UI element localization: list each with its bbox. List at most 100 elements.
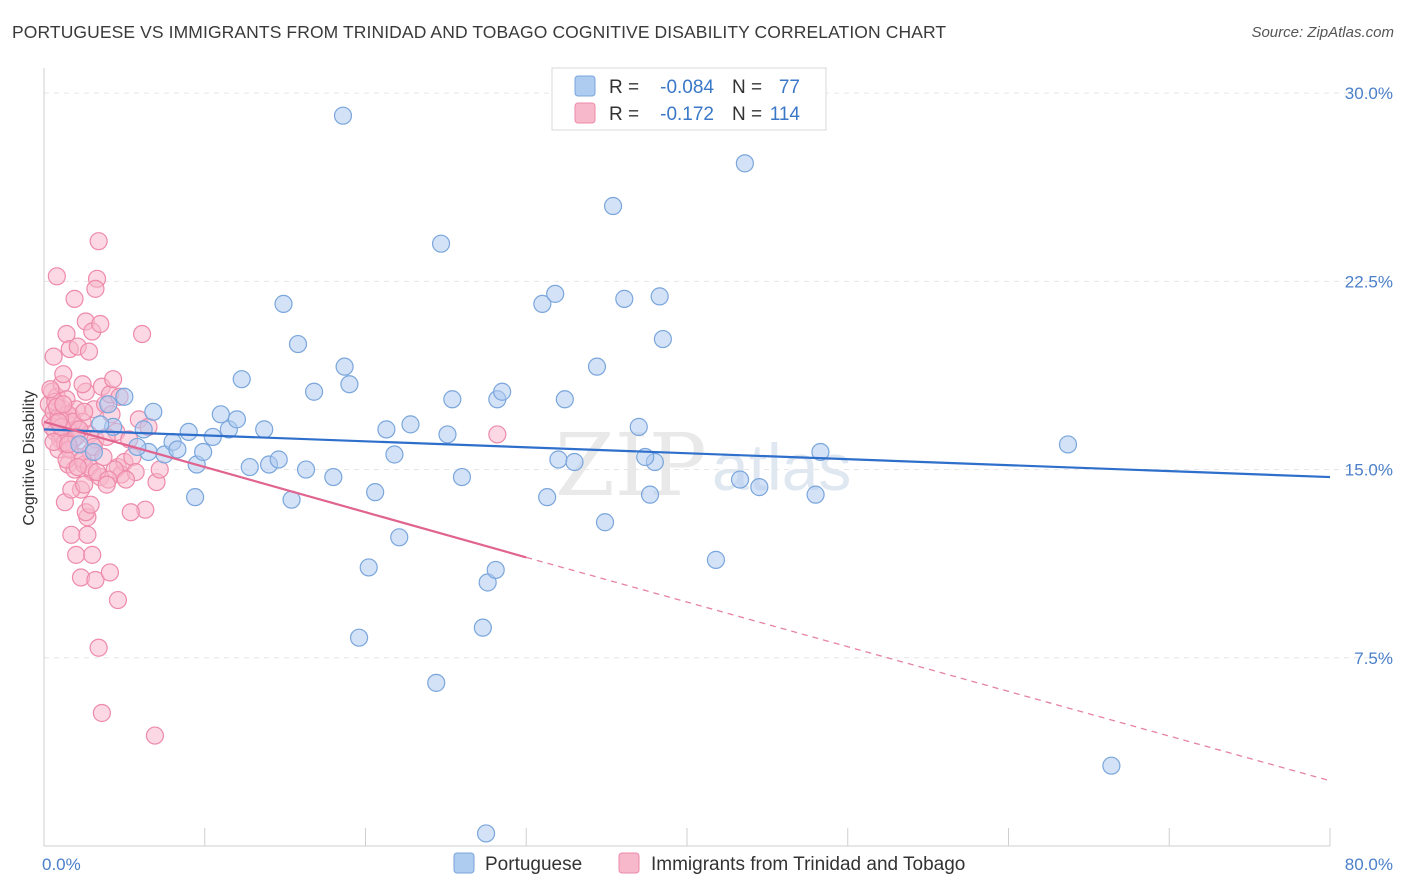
- series-legend-label-portuguese: Portuguese: [485, 854, 582, 875]
- data-point-trinidad: [67, 545, 86, 564]
- data-point-trinidad: [41, 380, 60, 399]
- data-point-trinidad: [83, 545, 102, 564]
- data-point-portuguese: [473, 618, 492, 637]
- x-axis-ticks: [43, 828, 1331, 846]
- legend-n-value-1: 77: [779, 77, 800, 98]
- y-tick-label: 15.0%: [1345, 461, 1393, 480]
- y-axis-tick-labels: 7.5% 15.0% 22.5% 30.0%: [1345, 84, 1393, 668]
- legend-r-label-2: R =: [609, 104, 639, 125]
- data-point-portuguese: [476, 824, 496, 843]
- series-immigrants-trinidad-tobago-points: [39, 232, 507, 745]
- legend-r-value-2: -0.172: [660, 104, 714, 125]
- data-point-portuguese: [538, 488, 557, 507]
- data-point-portuguese: [438, 425, 457, 444]
- data-point-portuguese: [274, 294, 293, 314]
- data-point-portuguese: [255, 420, 274, 439]
- data-point-portuguese: [359, 558, 378, 577]
- data-point-trinidad: [104, 370, 123, 389]
- data-point-portuguese: [629, 417, 648, 436]
- data-point-trinidad: [91, 314, 110, 334]
- data-point-trinidad: [150, 460, 169, 479]
- data-point-portuguese: [335, 357, 354, 376]
- data-point-trinidad: [44, 347, 63, 366]
- data-point-portuguese: [806, 485, 825, 504]
- data-point-portuguese: [84, 442, 103, 462]
- data-point-portuguese: [115, 387, 134, 406]
- data-point-portuguese: [99, 395, 118, 414]
- data-point-trinidad: [54, 395, 73, 414]
- data-point-portuguese: [340, 375, 359, 394]
- series-legend-swatch-trinidad: [618, 852, 640, 874]
- data-point-portuguese: [134, 420, 153, 439]
- data-point-portuguese: [366, 483, 385, 502]
- data-point-trinidad: [132, 324, 152, 344]
- x-tick-label-min: 0.0%: [42, 855, 81, 874]
- data-point-portuguese: [211, 405, 230, 424]
- trend-line-trinidad-extrapolated: [526, 556, 1331, 782]
- legend-n-value-2: 114: [770, 104, 801, 125]
- data-point-portuguese: [811, 442, 830, 462]
- data-point-portuguese: [443, 390, 462, 409]
- y-axis-label: Cognitive Disability: [21, 390, 38, 525]
- data-point-trinidad: [488, 425, 507, 444]
- data-point-portuguese: [70, 435, 89, 454]
- data-point-trinidad: [75, 402, 94, 421]
- legend-r-label-1: R =: [609, 77, 639, 98]
- data-point-portuguese: [735, 154, 754, 173]
- data-point-portuguese: [730, 470, 750, 489]
- data-point-trinidad: [121, 503, 140, 522]
- data-point-portuguese: [240, 457, 259, 477]
- data-point-trinidad: [86, 570, 105, 590]
- data-point-trinidad: [79, 342, 99, 361]
- data-point-trinidad: [97, 475, 116, 494]
- correlation-legend: R = -0.084 N = 77 R = -0.172 N = 114: [551, 67, 827, 131]
- data-point-portuguese: [587, 357, 607, 376]
- data-point-portuguese: [452, 467, 472, 487]
- data-point-trinidad: [89, 232, 108, 251]
- data-point-trinidad: [100, 563, 120, 582]
- data-point-portuguese: [179, 422, 198, 442]
- data-point-portuguese: [640, 485, 660, 504]
- data-point-trinidad: [108, 590, 128, 610]
- data-point-portuguese: [750, 478, 769, 497]
- data-point-portuguese: [431, 234, 451, 253]
- data-point-portuguese: [533, 294, 552, 314]
- legend-r-value-1: -0.084: [660, 77, 714, 98]
- source-credit: Source: ZipAtlas.com: [1251, 24, 1394, 41]
- data-point-portuguese: [333, 106, 353, 125]
- data-point-portuguese: [493, 382, 512, 401]
- data-point-portuguese: [595, 513, 615, 532]
- data-point-trinidad: [92, 703, 111, 723]
- data-point-portuguese: [650, 287, 669, 306]
- data-point-trinidad: [86, 279, 105, 298]
- chart-title: PORTUGUESE VS IMMIGRANTS FROM TRINIDAD A…: [12, 22, 947, 42]
- data-point-portuguese: [168, 440, 187, 459]
- data-point-portuguese: [377, 420, 396, 439]
- data-point-portuguese: [349, 628, 369, 647]
- data-point-portuguese: [653, 329, 672, 349]
- legend-box: [551, 67, 827, 131]
- data-point-portuguese: [603, 196, 623, 216]
- data-point-portuguese: [549, 450, 568, 469]
- series-legend-swatch-portuguese: [453, 852, 475, 874]
- data-point-portuguese: [304, 382, 324, 401]
- data-point-portuguese: [227, 410, 246, 429]
- data-point-portuguese: [296, 460, 316, 479]
- data-point-trinidad: [47, 267, 66, 286]
- data-point-trinidad: [89, 638, 108, 657]
- data-point-trinidad: [81, 495, 100, 514]
- data-point-portuguese: [385, 445, 404, 464]
- trend-line-portuguese: [43, 428, 1331, 479]
- data-point-portuguese: [186, 488, 205, 507]
- data-point-trinidad: [54, 365, 73, 384]
- data-point-portuguese: [486, 560, 505, 580]
- data-point-portuguese: [144, 402, 163, 421]
- y-tick-label: 22.5%: [1345, 272, 1393, 291]
- data-point-trinidad: [75, 475, 94, 494]
- series-legend: Portuguese Immigrants from Trinidad and …: [453, 852, 965, 875]
- legend-swatch-blue: [574, 75, 596, 97]
- trend-line-trinidad: [43, 420, 527, 559]
- data-point-portuguese: [706, 550, 726, 569]
- y-tick-label: 7.5%: [1354, 649, 1393, 668]
